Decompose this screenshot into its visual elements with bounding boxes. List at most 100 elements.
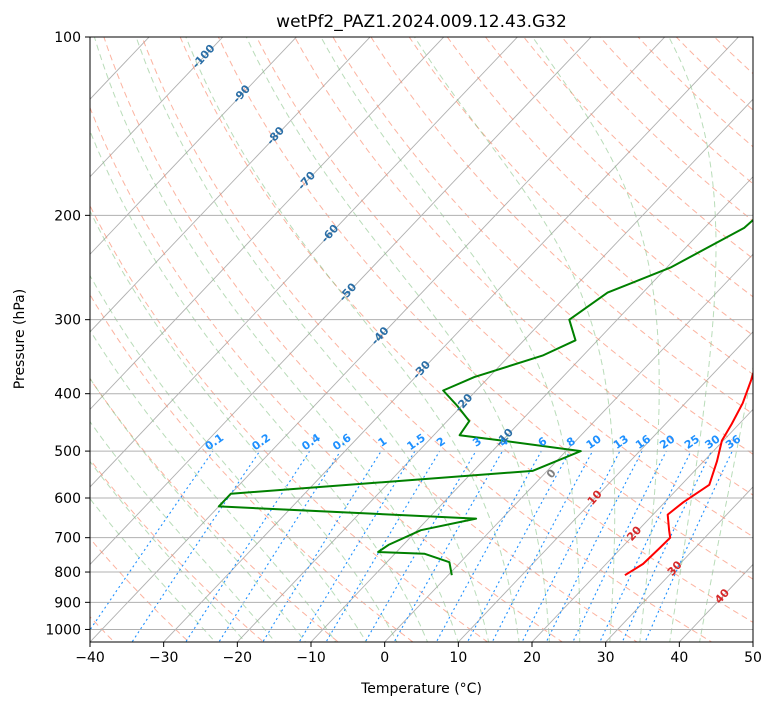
mixing-ratio-label: 16 [633,432,653,452]
freezing-label: 0 [544,466,559,481]
dry-adiabat-line [599,37,753,185]
mixing-ratio-line [545,450,643,642]
moist-adiabat-line [185,37,520,642]
x-tick-label: 20 [523,650,541,666]
mixing-ratio-line [466,450,571,642]
x-tick-label: 10 [449,650,467,666]
dry-adiabat-line [713,37,753,75]
dry-adiabat-line [217,37,753,580]
dry-adiabat-line [294,37,753,496]
mixing-ratio-label: 13 [611,432,631,451]
isotherm-line [310,176,753,642]
y-tick-label: 800 [54,565,81,581]
isotherm-line [163,37,740,642]
moist-adiabat-line [90,274,367,642]
x-tick-label: 30 [597,650,615,666]
moist-adiabat-line [90,497,216,642]
mixing-ratio-label: 0.6 [330,431,354,453]
y-tick-label: 1000 [45,622,81,638]
isotherm-line [531,408,753,642]
mixing-ratio-label: 3 [470,435,484,450]
dry-adiabat-line [90,293,414,642]
isotherm-line [678,563,753,642]
profile-series [217,218,753,577]
dry-adiabat-line [675,37,753,111]
moist-adiabat-line [90,377,307,642]
mixing-ratio-line [185,450,311,642]
moist-adiabat-line [245,37,550,642]
mixing-ratio-line [131,450,261,642]
isotherm-line [90,37,592,566]
mixing-ratio-label: 1 [376,435,390,450]
isotherm-line [90,37,519,488]
plot-frame [89,36,754,643]
mixing-ratio-line [521,450,621,642]
mixing-ratio-line [435,450,542,642]
moist-adiabat-line [90,209,398,642]
dry-adiabat-line [179,37,753,623]
moist-adiabat-line [135,37,490,642]
moist-adiabat-line [699,365,753,642]
y-tick-label: 500 [54,444,81,460]
dry-adiabat-line [141,37,713,642]
y-axis-ticks: 100 200 300 400 500 600 700 800 900 1000 [45,30,90,638]
mixing-ratio-label: 2 [434,435,448,450]
mixing-ratio-label: 0.1 [203,431,226,453]
x-axis-label: Temperature (°C) [360,681,482,697]
x-tick-label: −40 [75,650,105,666]
isotherm-line [90,37,224,178]
moist-adiabat-line [320,37,581,642]
temperature-line [624,370,753,577]
isotherm-line [236,98,753,642]
x-tick-label: −10 [296,650,326,666]
moist-adiabat-line [668,37,717,642]
isotherm-line [384,253,753,642]
moist-adiabat-line [90,329,337,642]
x-axis-ticks: −40 −30 −20 −10 0 10 20 30 40 50 [75,642,762,666]
x-tick-label: 40 [670,650,688,666]
y-tick-label: 400 [54,387,81,403]
y-tick-label: 200 [54,208,81,224]
mixing-ratio-label: 8 [564,435,578,450]
dry-adiabat-line [446,37,753,336]
dry-adiabat-line [484,37,753,298]
dry-adiabat-line [90,458,265,642]
mixing-ratio-line [262,450,382,642]
isotherm-line [90,37,666,642]
dry-adiabat-line [332,37,753,455]
isotherm-line [90,37,298,255]
y-tick-label: 900 [54,595,81,611]
moist-adiabat-line [90,460,246,642]
chart-title: wetPf2_PAZ1.2024.009.12.43.G32 [276,12,567,32]
mixing-ratio-label: 0.2 [249,431,272,453]
dry-adiabat-line [751,37,753,39]
x-tick-label: −20 [223,650,253,666]
y-axis-label: Pressure (hPa) [12,289,28,389]
x-tick-label: 50 [744,650,762,666]
isotherm-line [90,37,445,411]
dry-adiabat-line [90,377,340,642]
y-tick-label: 100 [54,30,81,46]
isotherm-line [457,331,753,642]
dry-adiabat-line [370,37,753,415]
isotherm-line [90,37,371,333]
mixing-ratio-line [218,450,341,642]
dry-adiabat-line [103,37,638,642]
y-tick-label: 300 [54,313,81,329]
dry-adiabat-line [90,106,564,642]
x-tick-label: 0 [380,650,389,666]
y-tick-label: 600 [54,491,81,507]
mixing-ratio-label: 0.4 [299,431,323,453]
dry-adiabat-line [90,204,489,642]
mixing-ratio-label: 1.5 [405,431,428,453]
isotherm-line [605,486,753,642]
mixing-ratio-label: 10 [584,432,604,452]
dry-adiabat-line [90,537,190,642]
x-tick-label: −30 [149,650,179,666]
y-tick-label: 700 [54,531,81,547]
mixing-ratio-label: 20 [657,432,677,452]
dry-adiabat-line [523,37,753,260]
dry-adiabat-line [256,37,753,538]
moist-adiabat-line [414,37,616,642]
